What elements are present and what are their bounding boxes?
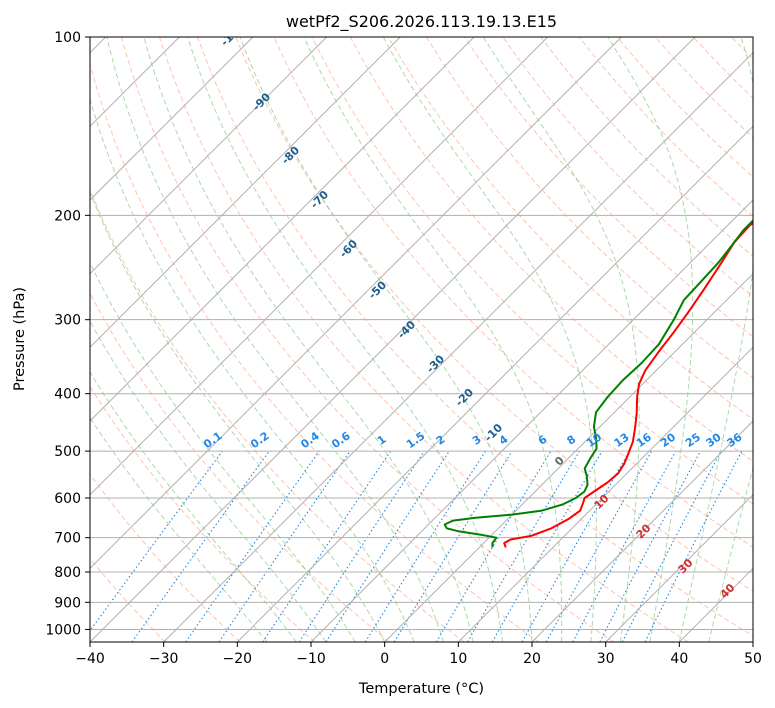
isotherm: [605, 493, 753, 642]
mixing-ratio-line: [218, 450, 351, 642]
axes: −40 −30 −20 −10 0 10 20 30 40 50 100 200 300 400 500 60…: [45, 30, 762, 667]
mixing-ratio-line: [325, 450, 450, 642]
mixing-ratio-line: [644, 450, 743, 642]
mixing-ratio-line: [262, 450, 392, 642]
y-axis-label: Pressure (hPa): [12, 287, 28, 391]
moist-adiabat: [678, 37, 753, 642]
y-tick-label: 200: [54, 208, 81, 224]
y-tick-label: 600: [54, 491, 81, 507]
moist-adiabat: [187, 37, 503, 642]
mixing-ratio-line: [298, 450, 425, 642]
dry-adiabat: [90, 557, 166, 642]
y-tick-label: 500: [54, 444, 81, 460]
isotherm: [236, 125, 753, 642]
isotherm: [310, 199, 753, 642]
x-tick-label: −40: [75, 651, 105, 667]
moist-adiabat: [90, 416, 268, 642]
isotherm: [90, 37, 475, 422]
mixing-ratio-line: [521, 450, 630, 642]
x-tick-label: 40: [670, 651, 688, 667]
mixing-ratio-line: [393, 450, 513, 642]
temperature-profile: [503, 221, 753, 548]
x-tick-label: 30: [597, 651, 615, 667]
moist-adiabat: [106, 37, 445, 642]
dry-adiabat: [120, 37, 614, 642]
moist-adiabat: [90, 320, 327, 642]
y-tick-label: 900: [54, 595, 81, 611]
plot-frame: [89, 36, 754, 643]
isotherm: [90, 37, 622, 570]
isotherm: [531, 420, 753, 642]
isotherm: [90, 37, 549, 496]
moist-adiabat: [90, 261, 356, 642]
x-tick-label: 20: [523, 651, 541, 667]
dry-adiabat: [197, 37, 753, 637]
moist-adiabat: [303, 37, 563, 642]
y-tick-label: 100: [54, 30, 81, 46]
moist-adiabat: [607, 37, 694, 642]
dry-adiabat: [235, 37, 753, 592]
grid-layer: [90, 37, 753, 642]
dry-adiabat: [425, 37, 753, 379]
y-tick-label: 1000: [45, 622, 81, 638]
mixing-ratio-line: [545, 450, 653, 642]
dry-adiabat: [90, 188, 465, 642]
isotherm: [163, 51, 753, 642]
mixing-ratio-line: [185, 450, 320, 642]
isotherm: [90, 37, 696, 642]
x-tick-label: −30: [149, 651, 179, 667]
y-tick-label: 400: [54, 387, 81, 403]
dry-adiabat: [90, 292, 390, 642]
mixing-ratio-line: [131, 450, 270, 642]
dry-adiabat: [90, 62, 540, 642]
dry-adiabat: [273, 37, 753, 548]
moist-adiabat: [239, 37, 533, 642]
isotherm: [90, 37, 328, 275]
dry-adiabat: [159, 37, 689, 642]
x-tick-label: 10: [449, 651, 467, 667]
y-tick-label: 300: [54, 313, 81, 329]
dry-adiabat: [90, 385, 316, 642]
y-tick-label: 700: [54, 531, 81, 547]
moist-adiabat: [482, 37, 640, 642]
x-tick-label: 50: [744, 651, 762, 667]
y-tick-label: 800: [54, 565, 81, 581]
mixing-ratio-line: [90, 450, 223, 632]
wetbulb-label: -100: [218, 20, 247, 49]
isotherm: [90, 37, 254, 201]
dry-adiabat: [90, 473, 241, 642]
dry-adiabat: [464, 37, 753, 338]
x-tick-label: 0: [380, 651, 389, 667]
x-tick-label: −10: [296, 651, 326, 667]
moist-adiabat: [382, 37, 597, 642]
series-layer: [443, 219, 753, 548]
x-tick-label: −20: [223, 651, 253, 667]
mixing-ratio-line: [572, 450, 677, 642]
x-axis-label: Temperature (°C): [358, 681, 484, 697]
moist-adiabat: [708, 466, 753, 642]
dewpoint-profile: [443, 219, 753, 548]
moist-adiabat: [90, 190, 386, 642]
isotherm: [384, 272, 753, 642]
moist-adiabat: [143, 37, 474, 642]
chart-title: wetPf2_S206.2026.113.19.13.E15: [286, 12, 557, 32]
dry-adiabat: [349, 37, 753, 462]
isotherm: [90, 37, 401, 349]
isotherm: [457, 346, 753, 642]
